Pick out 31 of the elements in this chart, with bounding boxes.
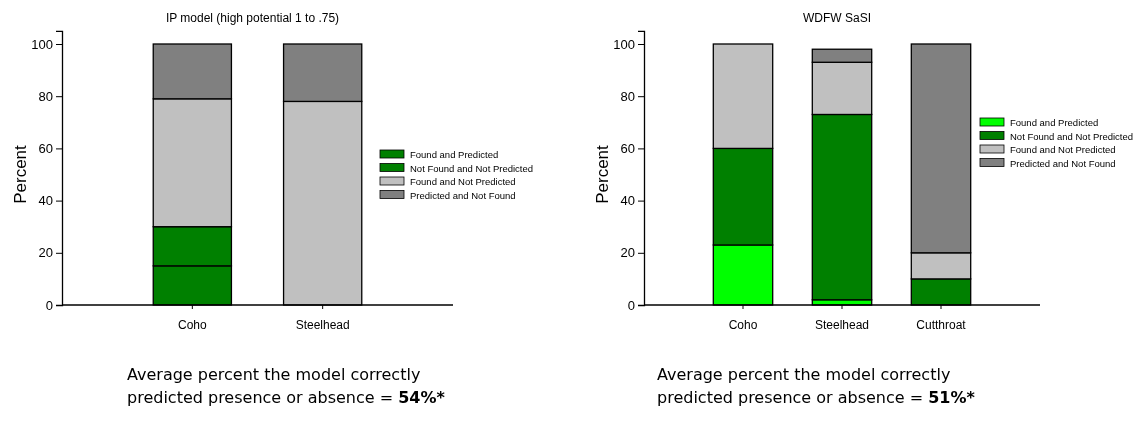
y-tick-label: 100 bbox=[31, 36, 53, 52]
x-tick-label: Coho bbox=[177, 318, 207, 332]
legend-label: Found and Not Predicted bbox=[1010, 144, 1116, 155]
chart-title: IP model (high potential 1 to .75) bbox=[165, 11, 340, 25]
y-tick-label: 60 bbox=[620, 141, 635, 157]
legend-label: Found and Predicted bbox=[1010, 117, 1099, 128]
x-tick-label: Steelhead bbox=[814, 318, 870, 332]
y-tick-label: 0 bbox=[627, 297, 635, 313]
legend-label: Not Found and Not Predicted bbox=[410, 162, 534, 174]
legend-label: Found and Not Predicted bbox=[410, 176, 516, 187]
y-tick-label: 20 bbox=[38, 245, 53, 261]
chart-title: WDFW SaSI bbox=[803, 11, 871, 25]
y-axis-title: Percent bbox=[593, 144, 612, 204]
legend-label: Predicted and Not Found bbox=[410, 189, 516, 201]
text: Average percent the model correctly predicted presence or absence = 51%* bbox=[657, 365, 976, 407]
legend-label: Predicted and Not Found bbox=[1010, 157, 1116, 169]
text: Average percent the model correctly predicted presence or absence = 54%* bbox=[127, 365, 446, 407]
y-tick-label: 100 bbox=[613, 36, 635, 52]
y-tick-label: 80 bbox=[620, 88, 635, 104]
legend-label: Found and Predicted bbox=[410, 149, 499, 160]
y-tick-label: 0 bbox=[45, 297, 53, 313]
y-axis-title: Percent bbox=[11, 144, 30, 204]
y-tick-label: 40 bbox=[620, 193, 635, 209]
legend-label: Not Found and Not Predicted bbox=[1010, 130, 1134, 142]
x-tick-label: Cutthroat bbox=[916, 318, 967, 332]
x-tick-label: Coho bbox=[728, 318, 758, 332]
y-tick-label: 40 bbox=[38, 193, 53, 209]
x-tick-label: Steelhead bbox=[295, 318, 350, 332]
y-tick-label: 80 bbox=[38, 88, 53, 104]
y-tick-label: 60 bbox=[38, 141, 53, 157]
y-tick-label: 20 bbox=[620, 245, 635, 261]
